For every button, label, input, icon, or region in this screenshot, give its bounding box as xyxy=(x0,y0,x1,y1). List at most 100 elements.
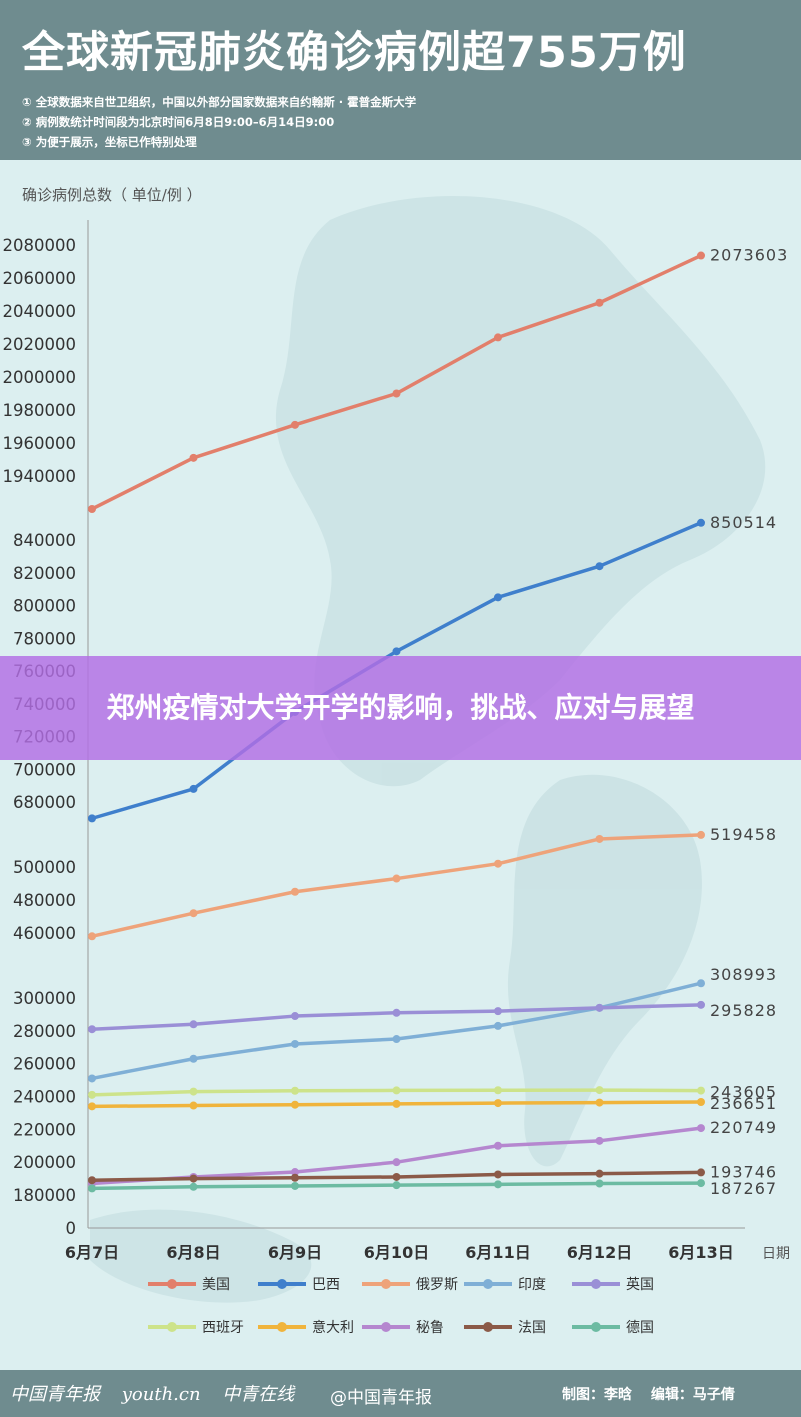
y-tick-label: 800000 xyxy=(13,597,76,616)
end-value-label: 308993 xyxy=(710,965,777,984)
end-value-label: 243605 xyxy=(710,1083,777,1102)
data-point xyxy=(189,1020,198,1029)
data-point xyxy=(697,1086,705,1095)
y-tick-label: 260000 xyxy=(13,1055,76,1074)
weibo-handle: @中国青年报 xyxy=(330,1388,432,1408)
legend-label: 俄罗斯 xyxy=(416,1277,458,1293)
chart-area: 确诊病例总数（ 单位/例 ） 2080000 2060000 2040000 20200… xyxy=(0,160,801,1370)
legend-label: 西班牙 xyxy=(202,1320,244,1336)
data-point xyxy=(494,1086,502,1095)
y-tick-label: 2000000 xyxy=(3,368,77,387)
data-point xyxy=(88,1025,96,1034)
data-point xyxy=(88,1176,96,1185)
legend-label: 法国 xyxy=(518,1320,546,1336)
data-point xyxy=(697,979,705,988)
end-value-label: 850514 xyxy=(710,513,777,532)
x-tick-label: 6月7日 xyxy=(65,1243,119,1262)
end-value-label: 193746 xyxy=(710,1162,777,1181)
data-point xyxy=(494,1170,502,1179)
data-point xyxy=(291,1012,299,1021)
y-tick-label: 480000 xyxy=(13,891,76,910)
y-tick-label: 200000 xyxy=(13,1153,76,1172)
data-point xyxy=(291,887,299,896)
y-tick-label: 1980000 xyxy=(3,401,77,420)
y-tick-label: 2080000 xyxy=(3,236,77,255)
data-point xyxy=(88,1102,96,1111)
legend-label: 印度 xyxy=(518,1277,546,1293)
y-tick-label: 680000 xyxy=(13,793,76,812)
y-tick-label: 700000 xyxy=(13,760,76,779)
legend-marker xyxy=(277,1322,287,1332)
line-chart: 确诊病例总数（ 单位/例 ） 2080000 2060000 2040000 20200… xyxy=(3,186,791,1336)
data-point xyxy=(291,420,299,429)
data-point xyxy=(392,874,401,883)
data-point xyxy=(392,1172,401,1181)
legend-marker xyxy=(483,1279,493,1289)
data-point xyxy=(291,1100,299,1109)
legend-marker xyxy=(167,1279,177,1289)
y-tick-label: 2040000 xyxy=(3,302,77,321)
data-point xyxy=(88,814,96,823)
header: 全球新冠肺炎确诊病例超755万例 ① 全球数据来自世卫组织，中国以外部分国家数据… xyxy=(0,0,801,160)
y-tick-label: 220000 xyxy=(13,1120,76,1139)
footer-logos: 中国青年报 youth.cn 中青在线 xyxy=(10,1380,310,1406)
data-point xyxy=(494,1141,502,1150)
data-point xyxy=(291,1039,299,1048)
x-tick-label: 6月8日 xyxy=(166,1243,220,1262)
data-point xyxy=(595,1003,604,1012)
data-point xyxy=(595,1086,604,1095)
data-point xyxy=(392,1086,401,1095)
data-point xyxy=(697,830,705,839)
data-point xyxy=(189,1182,198,1191)
x-axis-title: 日期 xyxy=(762,1246,790,1262)
y-tick-label: 2060000 xyxy=(3,269,77,288)
x-tick-label: 6月12日 xyxy=(567,1243,632,1262)
data-point xyxy=(88,1090,96,1099)
end-value-label: 187267 xyxy=(710,1179,777,1198)
y-tick-label: 300000 xyxy=(13,989,76,1008)
data-point xyxy=(595,562,604,571)
y-tick-label: 180000 xyxy=(13,1186,76,1205)
article-title-overlay[interactable]: 郑州疫情对大学开学的影响，挑战、应对与展望 xyxy=(0,656,801,760)
data-point xyxy=(189,1101,198,1110)
data-point xyxy=(88,1184,96,1193)
data-point xyxy=(88,932,96,941)
legend-label: 秘鲁 xyxy=(416,1320,444,1336)
data-point xyxy=(697,251,705,260)
footer: 中国青年报 youth.cn 中青在线 @中国青年报 制图：李晗 编辑：马子倩 xyxy=(0,1370,801,1417)
credits: 制图：李晗 编辑：马子倩 xyxy=(562,1384,749,1404)
data-point xyxy=(697,1097,705,1106)
x-tick-label: 6月10日 xyxy=(364,1243,429,1262)
legend-marker xyxy=(381,1279,391,1289)
y-tick-label: 500000 xyxy=(13,858,76,877)
data-point xyxy=(88,505,96,513)
data-point xyxy=(189,784,198,793)
data-point xyxy=(392,1008,401,1017)
data-point xyxy=(392,1099,401,1108)
legend-marker xyxy=(381,1322,391,1332)
legend-label: 英国 xyxy=(626,1276,654,1293)
data-point xyxy=(494,1007,502,1016)
data-point xyxy=(494,1180,502,1189)
y-tick-label: 840000 xyxy=(13,531,76,550)
data-point xyxy=(494,593,502,602)
data-point xyxy=(494,1021,502,1030)
data-point xyxy=(697,518,705,527)
data-point xyxy=(189,1174,198,1183)
y-axis-title: 确诊病例总数（ 单位/例 ） xyxy=(22,186,202,204)
data-point xyxy=(595,1179,604,1188)
y-tick-label: 460000 xyxy=(13,924,76,943)
note-1: ① 全球数据来自世卫组织，中国以外部分国家数据来自约翰斯 · 霍普金斯大学 xyxy=(22,95,417,109)
y-tick-label: 2020000 xyxy=(3,335,77,354)
data-point xyxy=(189,1054,198,1063)
note-3: ③ 为便于展示，坐标已作特别处理 xyxy=(22,135,197,149)
end-value-label: 295828 xyxy=(710,1001,777,1020)
article-title[interactable]: 郑州疫情对大学开学的影响，挑战、应对与展望 xyxy=(106,691,695,724)
data-point xyxy=(392,1158,401,1167)
logo-youth: youth.cn xyxy=(121,1384,201,1405)
background-map xyxy=(90,196,766,1303)
x-tick-label: 6月11日 xyxy=(465,1243,530,1262)
y-tick-label: 280000 xyxy=(13,1022,76,1041)
y-tick-label: 820000 xyxy=(13,564,76,583)
legend-marker xyxy=(277,1279,287,1289)
